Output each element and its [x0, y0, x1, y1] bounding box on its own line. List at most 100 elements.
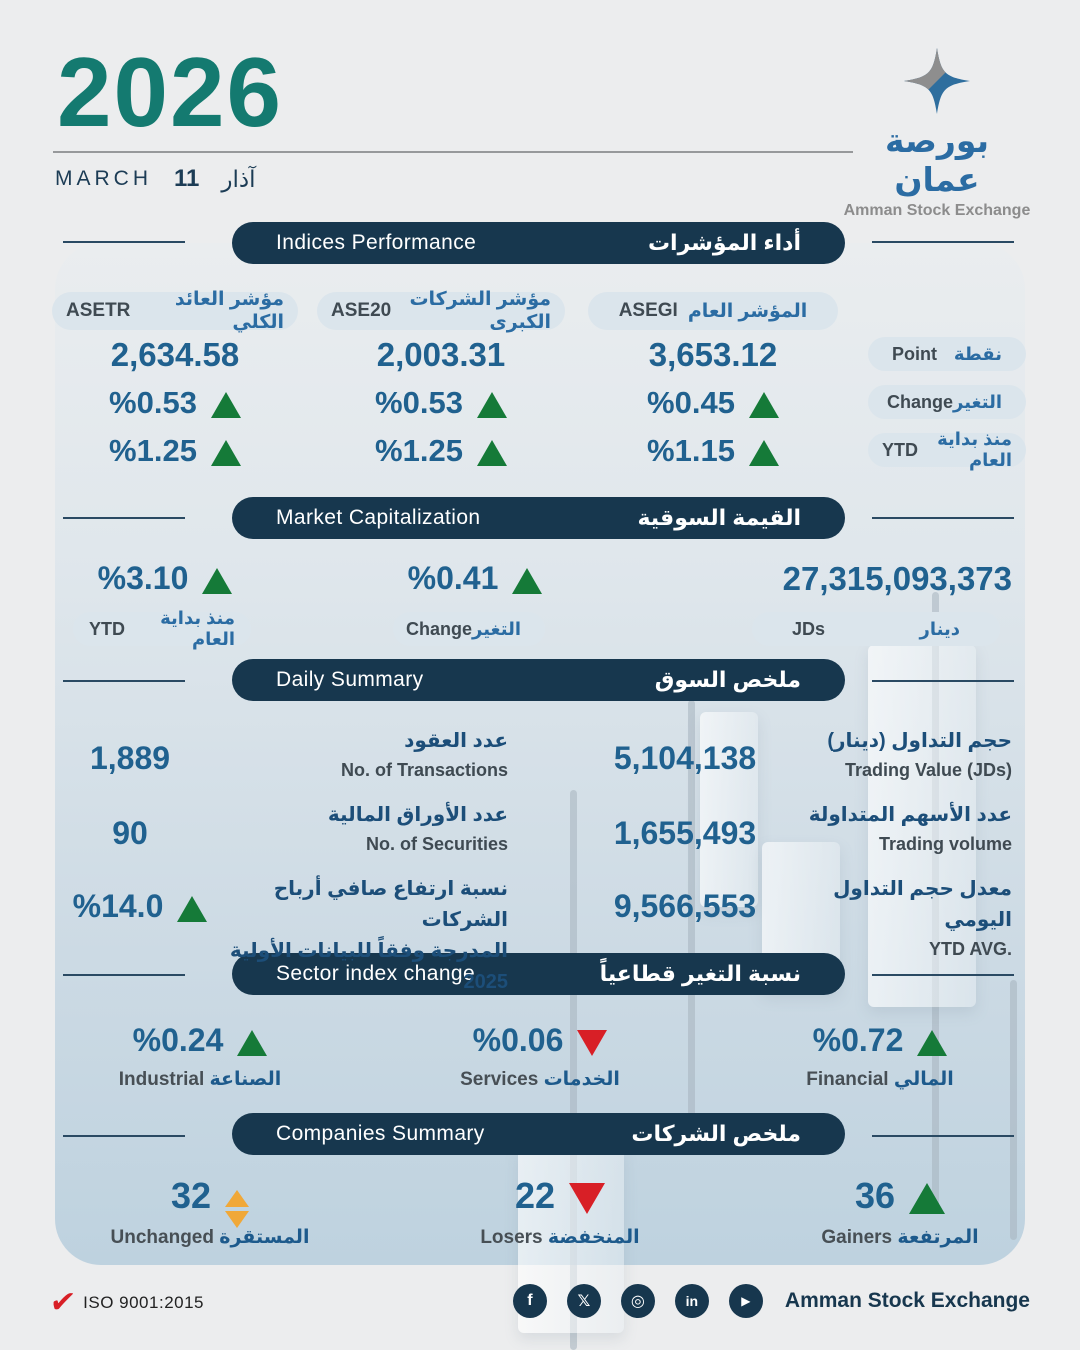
up-triangle-icon [210, 439, 241, 466]
section-title-ar: ملخص السوق [654, 667, 801, 692]
iso-text: ISO 9001:2015 [83, 1293, 205, 1312]
section-title-ar: ملخص الشركات [631, 1121, 801, 1146]
up-triangle-icon [476, 391, 507, 418]
financial-change: %0.72 [730, 1022, 1030, 1059]
down-triangle-icon [569, 1182, 606, 1214]
divider [872, 974, 1014, 976]
row-label-change: التغير Change [868, 385, 1026, 419]
index-code: ASETR [66, 300, 131, 321]
ase-star-icon [904, 48, 970, 114]
losers-count: 22 [410, 1175, 710, 1217]
row-label-ytd: منذ بداية العام YTD [868, 429, 1026, 470]
unchanged-count: 32 [60, 1175, 360, 1228]
divider [872, 241, 1014, 243]
up-triangle-icon [917, 1029, 948, 1056]
section-title-en: Daily Summary [276, 668, 424, 691]
ase-logo: بورصة عمان Amman Stock Exchange [842, 48, 1032, 220]
up-down-arrows-icon [225, 1189, 250, 1228]
divider [63, 1135, 185, 1137]
section-title-en: Sector index change [276, 962, 476, 985]
logo-name-arabic: بورصة عمان [885, 122, 989, 198]
asetr-ytd: %1.25 [52, 433, 298, 469]
iso-certification: ✔ ISO 9001:2015 [47, 1286, 205, 1319]
ase20-point: 2,003.31 [376, 336, 506, 373]
divider [63, 680, 185, 682]
asegi-point: 3,653.12 [648, 336, 778, 373]
companies-label-losers: المنخفضة Losers [480, 1227, 640, 1248]
index-chip-asegi: المؤشر العام ASEGI [588, 292, 838, 330]
youtube-icon[interactable]: ▶ [728, 1284, 763, 1318]
label-trading-value: حجم التداول (دينار) Trading Value (JDs) [827, 730, 1012, 780]
sector-label-financial: المالي Financial [806, 1069, 954, 1090]
candlestick-bar [868, 645, 976, 1007]
section-title-en: Indices Performance [276, 231, 477, 254]
x-twitter-icon[interactable]: 𝕏 [566, 1284, 601, 1318]
up-triangle-icon [202, 567, 233, 594]
label-en: YTD [89, 618, 125, 639]
label-trading-volume: عدد الأسهم المتداولة Trading volume [808, 804, 1012, 854]
section-title-en: Companies Summary [276, 1122, 485, 1145]
up-triangle-icon [512, 567, 543, 594]
securities-value: 90 [112, 815, 148, 851]
transactions-value: 1,889 [89, 740, 171, 776]
red-check-icon: ✔ [47, 1286, 78, 1319]
label-ar: دينار [919, 618, 960, 639]
label-ar: منذ بداية العام [937, 429, 1012, 470]
ytd-avg-volume-value: 9,566,553 [613, 888, 757, 924]
date-row: MARCH 11 آذار [55, 165, 256, 193]
divider [63, 974, 185, 976]
divider [872, 517, 1014, 519]
logo-name-english: Amman Stock Exchange [843, 202, 1031, 219]
trading-value: 5,104,138 [613, 740, 757, 776]
market-cap-ytd: %3.10 [55, 560, 275, 597]
label-ar: التغير [953, 391, 1002, 412]
asegi-change: %0.45 [588, 385, 838, 421]
date-month-ar: آذار [221, 165, 256, 192]
section-header-daily-summary: Daily Summary ملخص السوق [232, 659, 845, 701]
divider [872, 1135, 1014, 1137]
label-en: Change [406, 618, 473, 639]
date-month-en: MARCH [55, 167, 152, 190]
up-triangle-icon [748, 439, 779, 466]
facebook-icon[interactable]: f [512, 1284, 547, 1318]
label-ar: التغير [472, 618, 521, 639]
up-triangle-icon [210, 391, 241, 418]
market-cap-change-label: التغير Change [393, 612, 545, 646]
candlestick-wick [570, 790, 577, 1350]
divider [872, 680, 1014, 682]
up-triangle-icon [177, 895, 208, 922]
ase20-change: %0.53 [317, 385, 565, 421]
label-en: Change [887, 391, 954, 412]
instagram-icon[interactable]: ◎ [620, 1284, 655, 1318]
companies-label-gainers: المرتفعة Gainers [821, 1227, 979, 1248]
index-name-ar: المؤشر العام [687, 300, 808, 322]
candlestick-bar [700, 712, 758, 907]
label-en: Point [892, 343, 937, 364]
trading-volume-value: 1,655,493 [613, 815, 757, 851]
gainers-count: 36 [750, 1175, 1050, 1217]
date-day: 11 [174, 165, 200, 192]
market-cap-change: %0.41 [365, 560, 585, 597]
label-securities: عدد الأوراق المالية No. of Securities [327, 804, 508, 854]
index-code: ASEGI [618, 300, 678, 321]
up-triangle-icon [476, 439, 507, 466]
label-en: YTD [882, 439, 918, 460]
up-triangle-icon [237, 1029, 268, 1056]
label-net-profit-growth: نسبة ارتفاع صافي أرباح الشركات المدرجة وف… [229, 878, 508, 993]
candlestick-wick [688, 700, 695, 1130]
label-ar: نقطة [953, 343, 1002, 364]
section-title-ar: أداء المؤشرات [647, 230, 801, 255]
market-cap-value: 27,315,093,373 [782, 560, 1012, 597]
market-cap-value-label: دينار JDs [752, 612, 1000, 646]
section-title-en: Market Capitalization [276, 506, 481, 529]
index-code: ASE20 [331, 300, 392, 321]
section-header-companies: Companies Summary ملخص الشركات [232, 1113, 845, 1155]
asetr-change: %0.53 [52, 385, 298, 421]
label-ar: منذ بداية العام [160, 608, 235, 649]
section-title-ar: القيمة السوقية [637, 505, 801, 530]
down-triangle-icon [577, 1029, 608, 1056]
up-triangle-icon [909, 1182, 946, 1214]
linkedin-icon[interactable]: in [674, 1284, 709, 1318]
index-chip-ase20: مؤشر الشركات الكبرى ASE20 [317, 289, 565, 333]
